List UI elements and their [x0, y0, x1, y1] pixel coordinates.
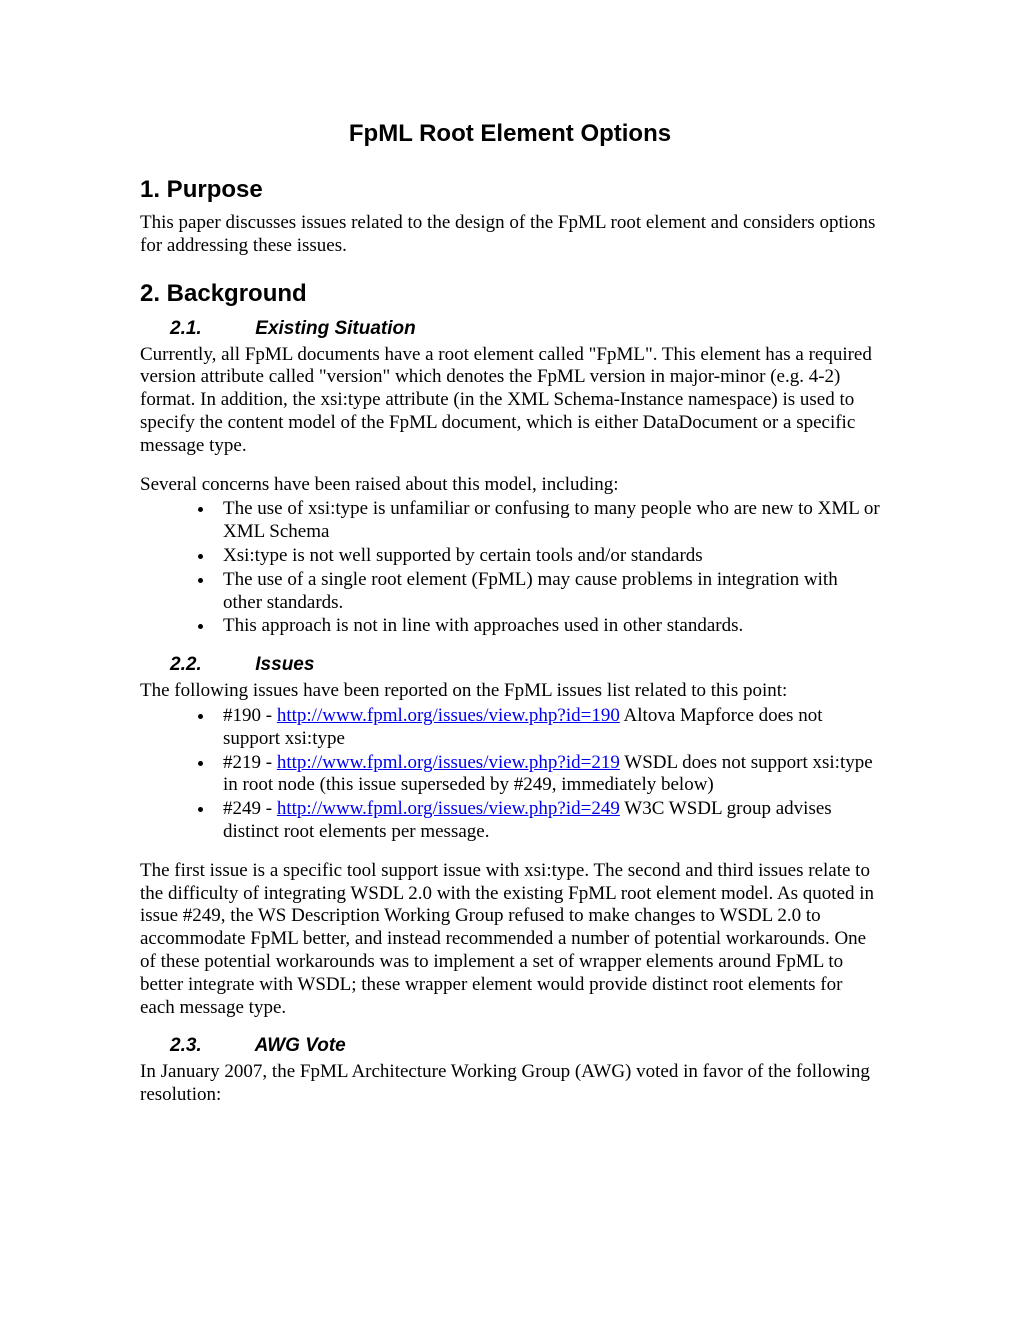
list-item: #190 - http://www.fpml.org/issues/view.p…: [215, 705, 880, 751]
list-item: #249 - http://www.fpml.org/issues/view.p…: [215, 798, 880, 844]
existing-situation-para1: Currently, all FpML documents have a roo…: [140, 344, 880, 458]
document-title: FpML Root Element Options: [140, 120, 880, 148]
subsection-title: Existing Situation: [255, 318, 415, 339]
issue-link[interactable]: http://www.fpml.org/issues/view.php?id=2…: [277, 798, 620, 819]
subsection-title: Issues: [255, 654, 314, 675]
list-item: The use of xsi:type is unfamiliar or con…: [215, 498, 880, 544]
subsection-number: 2.1.: [170, 318, 250, 340]
subsection-issues: 2.2. Issues: [170, 654, 880, 676]
list-item: #219 - http://www.fpml.org/issues/view.p…: [215, 752, 880, 798]
section-purpose-heading: 1. Purpose: [140, 176, 880, 204]
subsection-number: 2.2.: [170, 654, 250, 676]
issue-link[interactable]: http://www.fpml.org/issues/view.php?id=1…: [277, 705, 620, 726]
subsection-number: 2.3.: [170, 1035, 250, 1057]
issues-para-after: The first issue is a specific tool suppo…: [140, 860, 880, 1020]
issue-link[interactable]: http://www.fpml.org/issues/view.php?id=2…: [277, 752, 620, 773]
list-item: This approach is not in line with approa…: [215, 615, 880, 638]
issue-prefix: #190 -: [223, 705, 277, 726]
issue-prefix: #219 -: [223, 752, 277, 773]
existing-situation-para2: Several concerns have been raised about …: [140, 474, 880, 497]
awg-vote-para1: In January 2007, the FpML Architecture W…: [140, 1061, 880, 1107]
purpose-body: This paper discusses issues related to t…: [140, 212, 880, 258]
issues-intro: The following issues have been reported …: [140, 680, 880, 703]
subsection-awg-vote: 2.3. AWG Vote: [170, 1035, 880, 1057]
issue-prefix: #249 -: [223, 798, 277, 819]
subsection-title: AWG Vote: [255, 1035, 346, 1056]
subsection-existing-situation: 2.1. Existing Situation: [170, 318, 880, 340]
existing-situation-bullets: The use of xsi:type is unfamiliar or con…: [215, 498, 880, 638]
section-background-heading: 2. Background: [140, 280, 880, 308]
issues-bullets: #190 - http://www.fpml.org/issues/view.p…: [215, 705, 880, 844]
list-item: Xsi:type is not well supported by certai…: [215, 545, 880, 568]
list-item: The use of a single root element (FpML) …: [215, 569, 880, 615]
